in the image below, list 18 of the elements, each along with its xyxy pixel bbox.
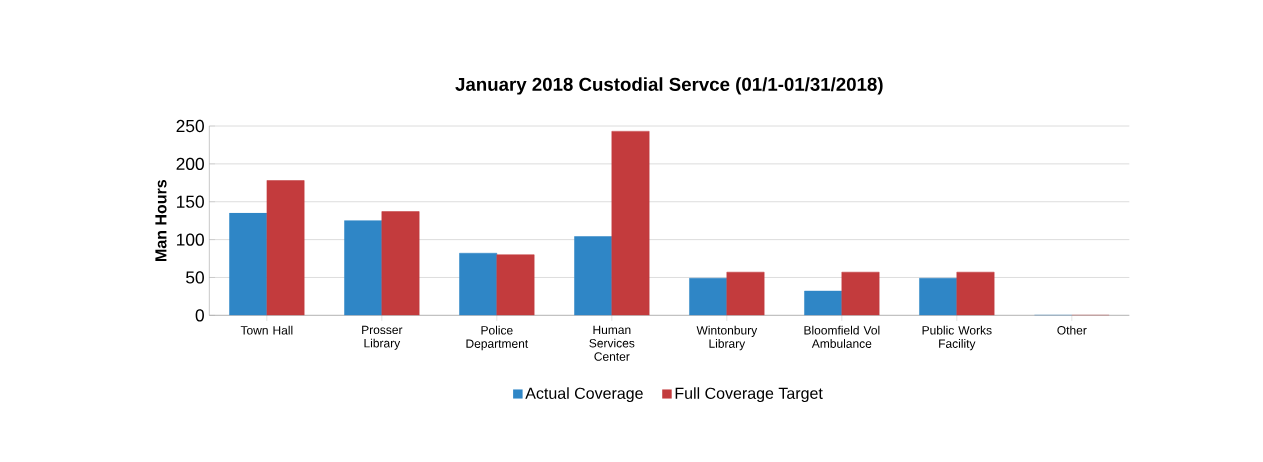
y-tick-label: 50 [186, 271, 204, 284]
y-tick-label: 250 [176, 119, 204, 133]
legend-label: Full Coverage Target [675, 387, 823, 403]
x-tick-label: Town Hall [240, 325, 293, 335]
x-tick-label: Police Department [466, 325, 529, 351]
x-tick-label: Wintonbury Library [696, 325, 758, 351]
x-tick-label: Public Works Facility [922, 325, 992, 351]
chart-title: January 2018 Custodial Servce (01/1-01/31/2018) [455, 77, 883, 95]
y-axis-title: Man Hours [155, 180, 167, 261]
legend-label: Actual Coverage [525, 387, 643, 403]
x-tick-label: Human Services Center [589, 325, 635, 361]
y-tick-label: 100 [177, 233, 204, 246]
y-tick-label: 200 [176, 157, 204, 171]
y-tick-label: 150 [177, 195, 204, 208]
y-tick-label: 0 [195, 309, 204, 322]
x-tick-label: Other [1057, 325, 1087, 335]
x-tick-label: Prosser Library [362, 325, 403, 350]
x-tick-label: Bloomfield Vol Ambulance [804, 325, 880, 348]
